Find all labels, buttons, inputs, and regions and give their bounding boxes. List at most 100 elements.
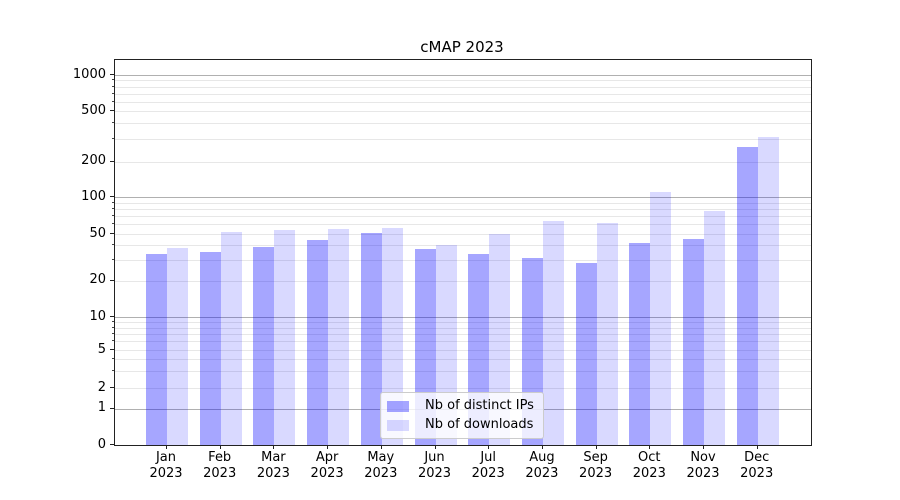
- bar-nb-of-distinct-ips-apr: [307, 240, 329, 445]
- x-tick-mark: [219, 445, 221, 449]
- y-minor-tick-mark: [112, 215, 114, 217]
- gridline-major: [115, 197, 811, 198]
- y-tick-label: 10: [89, 308, 106, 324]
- y-minor-tick-mark: [112, 244, 114, 246]
- bar-nb-of-distinct-ips-sep: [575, 263, 597, 445]
- gridline-major: [115, 75, 811, 76]
- y-minor-tick-mark: [112, 92, 114, 94]
- gridline-minor: [115, 123, 811, 125]
- y-minor-tick-mark: [112, 100, 114, 102]
- bar-nb-of-downloads-jan: [167, 247, 188, 445]
- gridline-minor: [115, 208, 811, 210]
- y-minor-tick-mark: [112, 138, 114, 140]
- y-tick-mark: [110, 407, 114, 409]
- y-tick-label: 1: [97, 400, 106, 415]
- y-minor-tick-mark: [112, 358, 114, 360]
- y-minor-tick-mark: [112, 332, 114, 334]
- x-tick-mark: [434, 445, 436, 449]
- x-tick-label: Aug 2023: [525, 450, 559, 481]
- y-minor-tick-mark: [112, 326, 114, 328]
- legend-item-distinct-ips: Nb of distinct IPs: [387, 399, 534, 413]
- gridline-minor: [115, 80, 811, 82]
- x-tick-label: Jul 2023: [471, 450, 505, 481]
- y-minor-tick-mark: [112, 201, 114, 203]
- plot-area: Nb of distinct IPs Nb of downloads: [114, 59, 812, 446]
- gridline-minor: [115, 327, 811, 329]
- x-tick-mark: [166, 445, 167, 449]
- x-tick-mark: [541, 445, 543, 449]
- x-tick-label: Oct 2023: [632, 450, 666, 481]
- bar-nb-of-distinct-ips-oct: [629, 242, 651, 445]
- gridline-major: [115, 317, 811, 318]
- y-tick-mark: [110, 444, 114, 445]
- y-minor-tick-mark: [112, 122, 114, 124]
- bar-nb-of-downloads-aug: [542, 220, 564, 445]
- y-minor-tick-mark: [112, 340, 114, 342]
- x-tick-label: May 2023: [364, 450, 398, 481]
- y-tick-mark: [110, 233, 114, 234]
- y-tick-label: 0: [97, 436, 106, 452]
- legend-swatch-downloads: [387, 419, 409, 431]
- gridline-minor: [115, 280, 811, 282]
- gridline-minor: [115, 202, 811, 204]
- x-tick-label: Jan 2023: [149, 450, 183, 481]
- bar-nb-of-distinct-ips-dec: [736, 146, 758, 445]
- y-tick-label: 1000: [72, 66, 106, 82]
- y-minor-tick-mark: [112, 207, 114, 209]
- y-tick-mark: [110, 316, 114, 317]
- y-tick-mark: [110, 279, 114, 281]
- x-tick-mark: [488, 445, 490, 449]
- y-tick-mark: [110, 160, 114, 162]
- y-minor-tick-mark: [112, 85, 114, 87]
- bar-nb-of-downloads-oct: [650, 192, 672, 445]
- gridline-minor: [115, 388, 811, 389]
- legend-swatch-distinct-ips: [387, 400, 409, 412]
- y-tick-mark: [110, 387, 114, 388]
- y-tick-mark: [110, 196, 114, 197]
- gridline-minor: [115, 139, 811, 141]
- x-tick-mark: [380, 445, 382, 449]
- y-tick-label: 50: [89, 225, 106, 241]
- x-tick-mark: [703, 445, 704, 449]
- y-minor-tick-mark: [112, 370, 114, 372]
- y-minor-tick-mark: [112, 79, 114, 81]
- x-tick-mark: [595, 445, 597, 449]
- y-minor-tick-mark: [112, 258, 114, 260]
- gridline-minor: [115, 371, 811, 373]
- gridline-minor: [115, 341, 811, 343]
- y-tick-mark: [110, 74, 114, 75]
- legend-label-distinct-ips: Nb of distinct IPs: [425, 398, 534, 413]
- chart-title: cMAP 2023: [420, 38, 504, 56]
- bar-nb-of-downloads-sep: [596, 223, 618, 445]
- x-tick-label: Nov 2023: [686, 450, 720, 481]
- y-tick-label: 500: [81, 102, 106, 118]
- gridline-minor: [115, 224, 811, 226]
- y-tick-mark: [110, 110, 114, 111]
- bar-nb-of-distinct-ips-jan: [146, 253, 167, 445]
- bar-nb-of-downloads-may: [381, 227, 403, 445]
- bar-nb-of-distinct-ips-may: [360, 232, 382, 445]
- gridline-minor: [115, 161, 811, 163]
- bar-nb-of-downloads-nov: [704, 210, 725, 445]
- gridline-minor: [115, 86, 811, 88]
- gridline-minor: [115, 111, 811, 112]
- legend-label-downloads: Nb of downloads: [425, 417, 534, 432]
- legend-item-downloads: Nb of downloads: [387, 418, 534, 432]
- y-tick-label: 20: [89, 272, 106, 287]
- x-tick-mark: [273, 445, 275, 449]
- x-tick-mark: [756, 445, 758, 449]
- y-tick-mark: [110, 349, 114, 350]
- y-tick-label: 5: [97, 341, 106, 357]
- gridline-minor: [115, 259, 811, 261]
- gridline-minor: [115, 350, 811, 351]
- x-tick-label: Dec 2023: [740, 450, 774, 481]
- x-tick-mark: [649, 445, 651, 449]
- gridline-minor: [115, 93, 811, 95]
- y-minor-tick-mark: [112, 321, 114, 323]
- gridline-minor: [115, 245, 811, 247]
- gridline-minor: [115, 333, 811, 335]
- bar-nb-of-distinct-ips-feb: [199, 252, 221, 445]
- y-tick-label: 100: [81, 188, 106, 204]
- x-tick-mark: [327, 445, 329, 449]
